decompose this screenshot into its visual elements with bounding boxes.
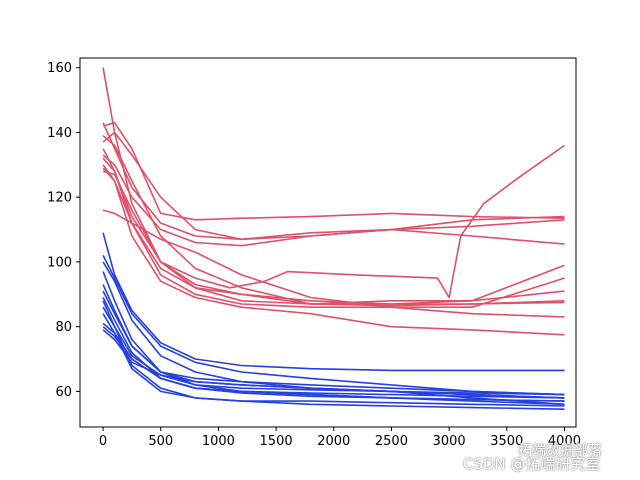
watermark-brand: 拓端数据部落 <box>518 443 602 459</box>
x-tick-label: 4000 <box>548 434 581 449</box>
x-tick-label: 1500 <box>260 434 293 449</box>
series-line-12 <box>102 144 565 299</box>
x-tick-label: 0 <box>99 434 107 449</box>
series-line-11 <box>102 209 565 318</box>
y-tick-label: 100 <box>47 255 72 270</box>
series-layer <box>102 67 565 410</box>
series-line-9 <box>102 157 565 309</box>
x-tick-label: 3500 <box>490 434 523 449</box>
series-line-10 <box>102 167 565 336</box>
series-line-3 <box>102 121 565 221</box>
series-line-13 <box>102 232 565 372</box>
series-line-6 <box>102 164 565 305</box>
tick-layer: 0 500 1000 1500 2000 2500 3000 3500 4000 60 80 100 1… <box>47 61 581 449</box>
y-tick-label: 80 <box>55 320 72 335</box>
series-line-4 <box>102 131 565 245</box>
y-tick-label: 60 <box>55 385 72 400</box>
x-tick-label: 3000 <box>433 434 466 449</box>
x-tick-label: 1000 <box>202 434 235 449</box>
watermark-csdn: CSDN @拓端研究室 <box>463 455 601 473</box>
series-line-8 <box>102 135 565 305</box>
series-line-14 <box>102 255 565 396</box>
x-tick-label: 2500 <box>375 434 408 449</box>
y-tick-label: 160 <box>47 61 72 76</box>
x-tick-label: 2000 <box>317 434 350 449</box>
series-line-2 <box>102 122 565 241</box>
series-line-5 <box>102 154 565 247</box>
plot-frame <box>79 57 577 428</box>
series-line-1 <box>102 67 565 305</box>
x-tick-label: 500 <box>148 434 173 449</box>
series-line-24 <box>102 326 565 402</box>
y-tick-label: 140 <box>47 126 72 141</box>
y-tick-label: 120 <box>47 191 72 206</box>
series-line-25 <box>102 329 565 399</box>
